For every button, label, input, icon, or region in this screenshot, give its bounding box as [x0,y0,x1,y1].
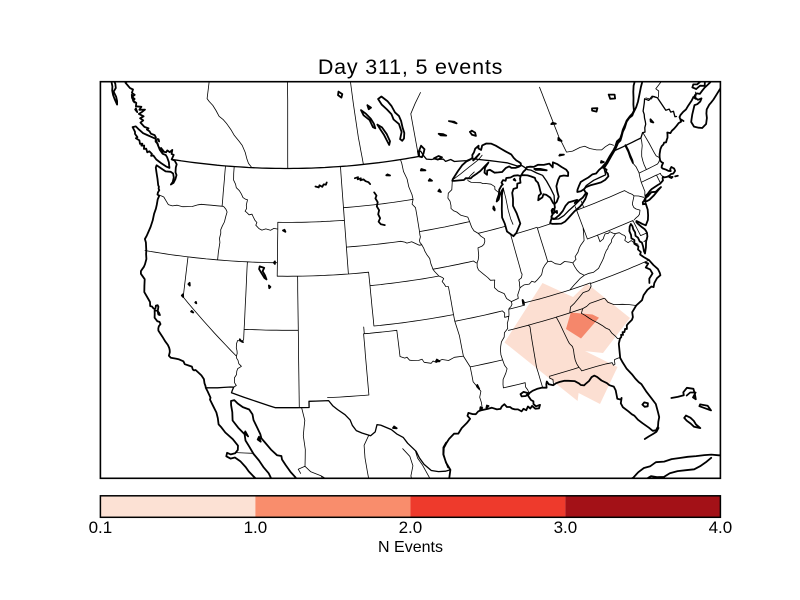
svg-text:3.0: 3.0 [554,518,578,537]
svg-text:0.1: 0.1 [89,518,113,537]
svg-text:2.0: 2.0 [399,518,423,537]
svg-text:N Events: N Events [378,539,443,556]
svg-text:4.0: 4.0 [709,518,733,537]
svg-text:Day 311, 5 events: Day 311, 5 events [318,55,503,79]
svg-text:1.0: 1.0 [244,518,268,537]
